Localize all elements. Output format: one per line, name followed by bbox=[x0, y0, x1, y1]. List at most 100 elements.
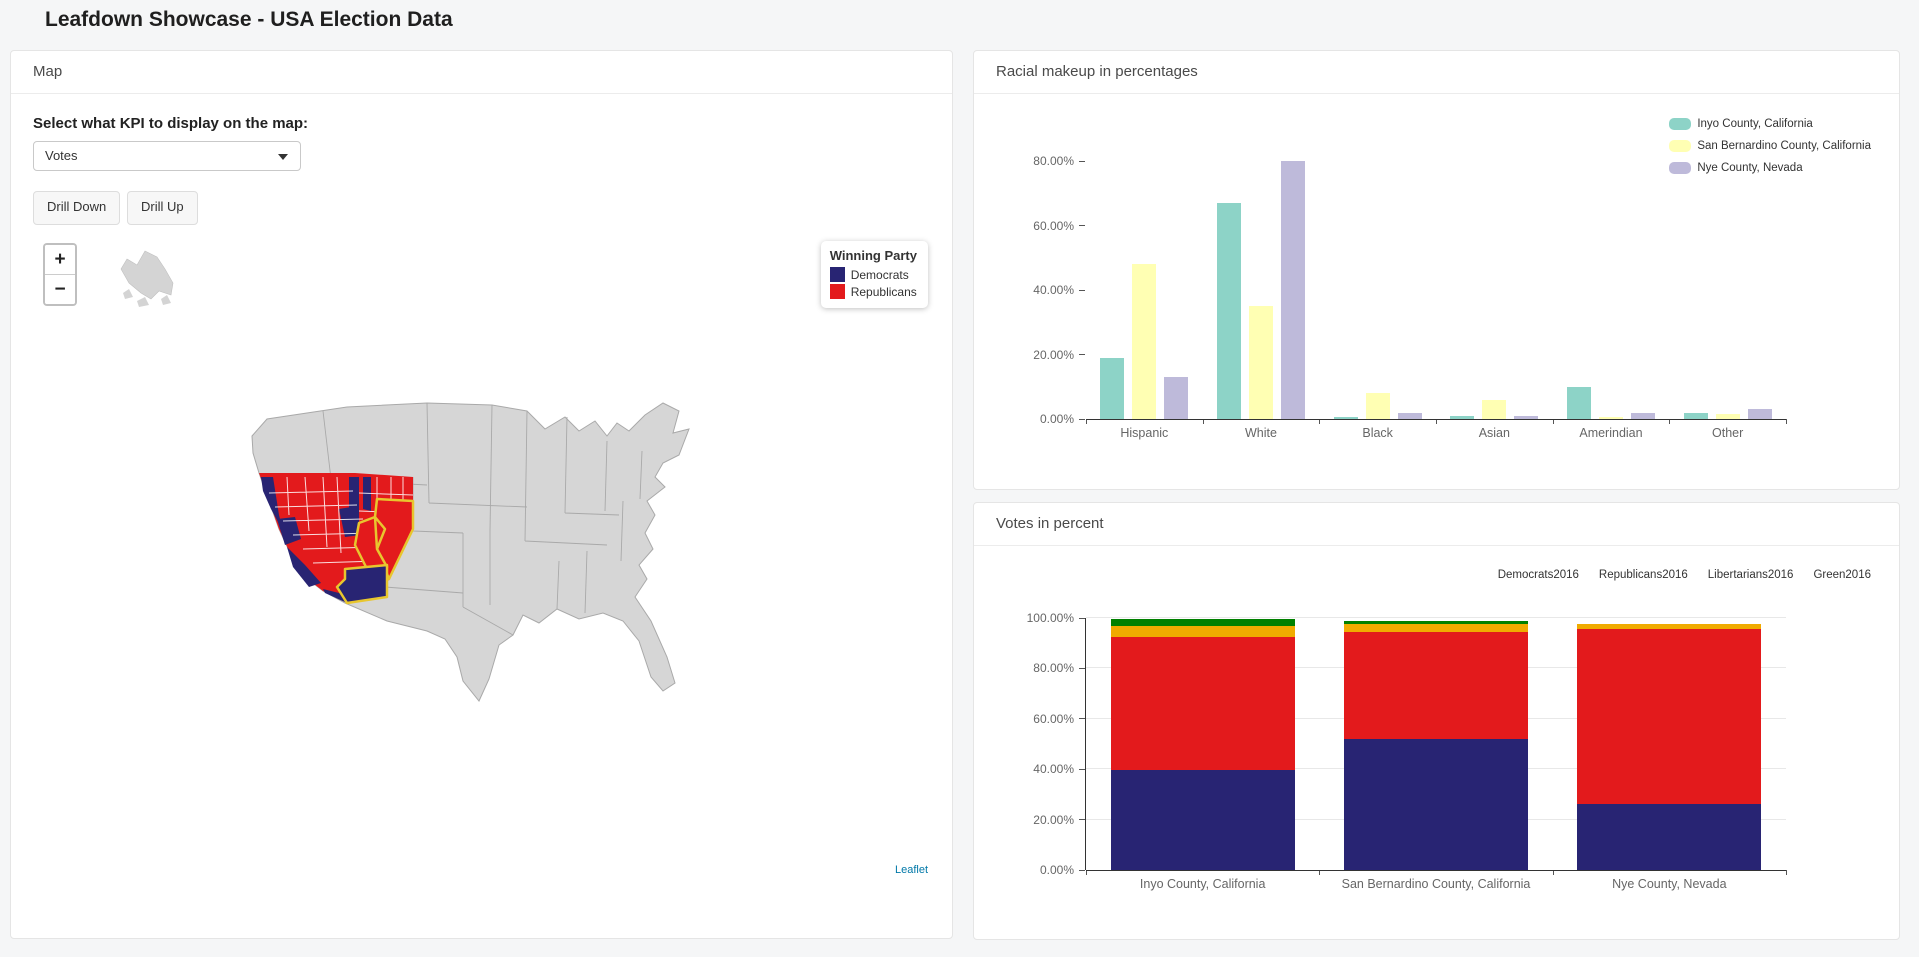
legend-item: Nye County, Nevada bbox=[1669, 159, 1871, 177]
bar[interactable] bbox=[1248, 306, 1273, 419]
bar-segment[interactable] bbox=[1343, 631, 1528, 739]
bar[interactable] bbox=[1630, 412, 1655, 419]
bar-segment[interactable] bbox=[1577, 623, 1762, 625]
bar[interactable] bbox=[1598, 417, 1623, 419]
stacked-bar[interactable] bbox=[1110, 619, 1295, 870]
x-axis-line bbox=[1086, 419, 1786, 420]
category-label: Black bbox=[1362, 426, 1393, 440]
bar[interactable] bbox=[1482, 399, 1507, 419]
x-tick bbox=[1552, 419, 1554, 424]
category-label: Hispanic bbox=[1120, 426, 1169, 440]
bar-segment[interactable] bbox=[1110, 619, 1295, 626]
x-tick bbox=[1319, 419, 1321, 424]
bar-segment[interactable] bbox=[1577, 624, 1762, 630]
county-borders bbox=[268, 476, 414, 564]
republicans-label: Republicans bbox=[850, 284, 917, 299]
x-axis-line bbox=[1086, 870, 1786, 871]
legend-item: Green2016 bbox=[1807, 565, 1871, 583]
category-label: Nye County, Nevada bbox=[1612, 877, 1727, 891]
county-cluster[interactable] bbox=[259, 473, 415, 605]
x-tick bbox=[1086, 870, 1087, 875]
votes-panel-title: Votes in percent bbox=[974, 503, 1899, 546]
y-axis-label: 60.00% bbox=[1033, 218, 1074, 233]
y-axis-label: 0.00% bbox=[1039, 863, 1074, 877]
bar[interactable] bbox=[1132, 264, 1157, 419]
bar-segment[interactable] bbox=[1577, 629, 1762, 805]
stacked-bar[interactable] bbox=[1577, 623, 1762, 870]
bar-group bbox=[1086, 264, 1203, 419]
racial-chart-legend: Inyo County, California San Bernardino Co… bbox=[1669, 115, 1871, 181]
bar-segment[interactable] bbox=[1343, 620, 1528, 625]
category-label: Other bbox=[1712, 426, 1744, 440]
y-axis-label: 40.00% bbox=[1033, 283, 1074, 297]
kpi-select[interactable]: Votes bbox=[33, 141, 301, 171]
bar[interactable] bbox=[1333, 417, 1358, 419]
y-axis-label: 100.00% bbox=[1026, 611, 1074, 625]
bar[interactable] bbox=[1514, 415, 1539, 419]
y-axis-label: 0.00% bbox=[1039, 412, 1074, 426]
legend-swatch bbox=[1669, 118, 1692, 130]
legend-label: Libertarians2016 bbox=[1707, 569, 1794, 581]
leaflet-attribution-link[interactable]: Leaflet bbox=[894, 864, 928, 876]
map-panel: Map Select what KPI to display on the ma… bbox=[10, 50, 953, 939]
x-tick bbox=[1319, 870, 1321, 875]
stacked-bar[interactable] bbox=[1343, 620, 1528, 870]
x-tick bbox=[1786, 419, 1787, 424]
bar-segment[interactable] bbox=[1110, 636, 1295, 771]
coastal-islands-shape bbox=[120, 250, 174, 307]
map-zoom-control: + − bbox=[43, 243, 77, 306]
category-label: Amerindian bbox=[1579, 426, 1643, 440]
bar[interactable] bbox=[1683, 412, 1708, 419]
legend-item: Inyo County, California bbox=[1669, 115, 1871, 133]
bar[interactable] bbox=[1100, 357, 1125, 419]
bar-segment[interactable] bbox=[1110, 770, 1295, 870]
category-label: White bbox=[1245, 426, 1277, 440]
y-tick bbox=[1079, 418, 1085, 420]
legend-label: Green2016 bbox=[1813, 569, 1871, 581]
x-tick bbox=[1436, 419, 1437, 424]
bar[interactable] bbox=[1747, 409, 1772, 419]
y-tick bbox=[1079, 667, 1085, 669]
bar-segment[interactable] bbox=[1577, 804, 1762, 870]
legend-row-republicans: Republicans bbox=[829, 283, 917, 300]
legend-label: Inyo County, California bbox=[1697, 118, 1813, 130]
bar[interactable] bbox=[1397, 412, 1422, 419]
drill-up-button[interactable]: Drill Up bbox=[127, 191, 198, 225]
kpi-select-label: Select what KPI to display on the map: bbox=[33, 115, 309, 132]
zoom-in-button[interactable]: + bbox=[45, 245, 75, 275]
bar-segment[interactable] bbox=[1110, 625, 1295, 637]
bar-segment[interactable] bbox=[1343, 738, 1528, 870]
y-tick bbox=[1079, 718, 1085, 720]
page-title: Leafdown Showcase - USA Election Data bbox=[45, 8, 453, 31]
legend-label: Nye County, Nevada bbox=[1697, 162, 1803, 174]
stacked-bar-slot bbox=[1086, 619, 1319, 870]
bar[interactable] bbox=[1164, 377, 1189, 419]
us-map[interactable] bbox=[227, 381, 837, 721]
x-tick bbox=[1786, 870, 1787, 875]
bar[interactable] bbox=[1280, 161, 1305, 419]
chevron-down-icon bbox=[278, 154, 288, 160]
bar-segment[interactable] bbox=[1343, 624, 1528, 632]
legend-label: Republicans2016 bbox=[1598, 569, 1688, 581]
category-label: Asian bbox=[1478, 426, 1510, 440]
bar[interactable] bbox=[1365, 393, 1390, 419]
votes-plot-area: 0.00% 20.00% 40.00% 60.00% 80.00% 100.00% Inyo… bbox=[1027, 611, 1787, 891]
y-axis-label: 60.00% bbox=[1033, 711, 1074, 726]
democrat-counties[interactable] bbox=[261, 477, 371, 603]
democrats-swatch bbox=[829, 267, 845, 282]
bar[interactable] bbox=[1216, 202, 1241, 419]
x-tick bbox=[1086, 419, 1087, 424]
x-tick bbox=[1552, 870, 1554, 875]
bar[interactable] bbox=[1715, 414, 1740, 419]
y-axis-line bbox=[1085, 618, 1086, 870]
republicans-swatch bbox=[829, 284, 845, 299]
legend-item: Democrats2016 bbox=[1492, 565, 1579, 583]
selected-county-san-bernardino[interactable] bbox=[335, 563, 389, 605]
bar[interactable] bbox=[1450, 415, 1475, 419]
drill-down-button[interactable]: Drill Down bbox=[33, 191, 121, 225]
y-tick bbox=[1079, 160, 1085, 162]
y-axis-label: 40.00% bbox=[1033, 762, 1074, 777]
zoom-out-button[interactable]: − bbox=[45, 275, 75, 304]
x-tick bbox=[1202, 419, 1204, 424]
bar[interactable] bbox=[1566, 386, 1591, 419]
